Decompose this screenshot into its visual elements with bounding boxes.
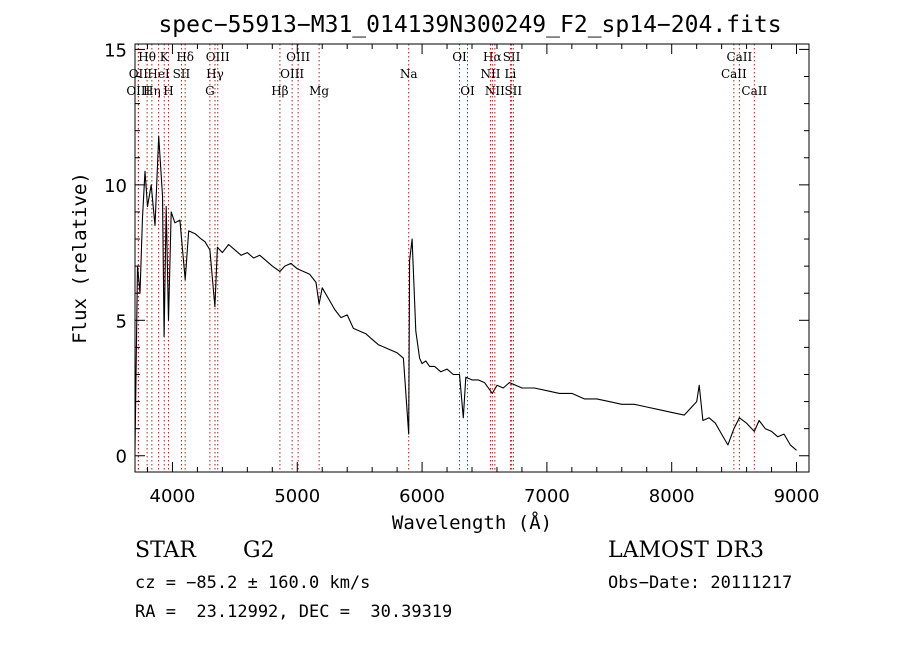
x-axis-label: Wavelength (Å)	[392, 511, 552, 534]
x-tick-label: 5000	[274, 486, 320, 507]
x-tick-label: 9000	[774, 486, 820, 507]
marker-label: Na	[400, 67, 418, 81]
spectrum-line	[134, 135, 797, 451]
y-tick-label: 0	[116, 447, 127, 468]
marker-label: OI	[460, 84, 475, 98]
y-tick-label: 15	[104, 40, 127, 61]
axes-group: 4000 5000 6000 7000 8000 9000 0 5 10 15	[104, 40, 819, 507]
marker-label: OII	[129, 67, 149, 81]
marker-label: Hδ	[176, 50, 194, 64]
marker-label: OIII	[286, 50, 310, 64]
marker-label: Hγ	[206, 67, 224, 81]
x-tick-label: 4000	[150, 486, 196, 507]
marker-label: CaII	[721, 67, 747, 81]
marker-label: SII	[173, 67, 191, 81]
marker-label: OI	[452, 50, 467, 64]
observation-date: Obs−Date: 20111217	[608, 573, 793, 593]
marker-label: CaII	[726, 50, 752, 64]
marker-label: G	[205, 84, 215, 98]
y-tick-label: 10	[104, 176, 127, 197]
marker-label: Mg	[309, 84, 329, 98]
chart-title: spec−55913−M31_014139N300249_F2_sp14−204…	[158, 12, 781, 38]
redshift-cz: cz = −85.2 ± 160.0 km/s	[135, 573, 371, 593]
marker-label: HeI	[147, 67, 170, 81]
x-tick-label: 8000	[649, 486, 695, 507]
marker-label: Hθ	[138, 50, 156, 64]
coordinates: RA = 23.12992, DEC = 30.39319	[135, 602, 453, 622]
y-tick-label: 5	[116, 311, 127, 332]
marker-label: NII	[485, 84, 505, 98]
marker-label: OIII	[126, 84, 150, 98]
x-tick-label: 6000	[399, 486, 445, 507]
marker-label: H	[163, 84, 173, 98]
spectral-subclass: G2	[243, 538, 275, 563]
y-axis-label: Flux (relative)	[69, 172, 91, 344]
series-group	[134, 135, 797, 451]
marker-label: SII	[504, 84, 522, 98]
marker-label: Hβ	[271, 84, 288, 98]
x-tick-label: 7000	[524, 486, 570, 507]
marker-label: CaII	[741, 84, 767, 98]
survey-name: LAMOST DR3	[608, 538, 764, 563]
marker-label: SII	[503, 50, 521, 64]
marker-label: Li	[505, 67, 517, 81]
object-class: STAR	[135, 538, 196, 563]
marker-label: NII	[480, 67, 500, 81]
marker-label: Hα	[483, 50, 502, 64]
marker-label: Hη	[143, 84, 161, 98]
marker-label: OIII	[206, 50, 230, 64]
plot-frame	[134, 43, 810, 473]
marker-label: K	[160, 50, 170, 64]
marker-label: OIII	[280, 67, 304, 81]
